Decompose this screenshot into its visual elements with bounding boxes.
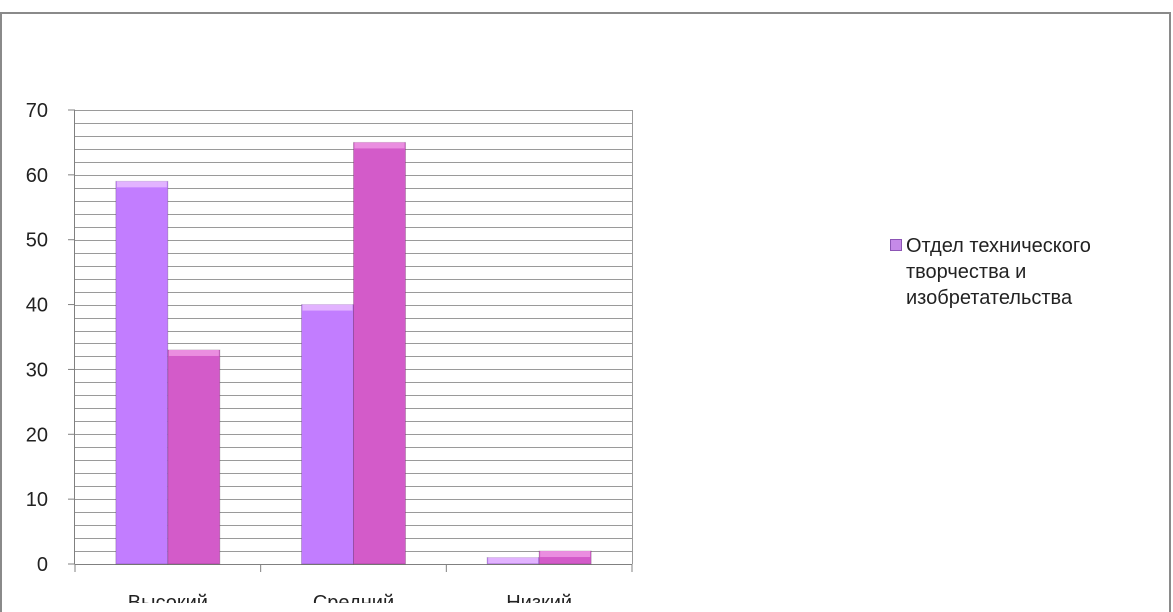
y-tick-label: 0	[37, 554, 48, 576]
bar-top-highlight	[168, 349, 219, 356]
bar-top-highlight	[302, 304, 353, 311]
bar-top-highlight	[540, 551, 591, 558]
y-tick-label: 40	[26, 295, 48, 317]
chart-frame	[0, 12, 1171, 612]
y-tick-label: 10	[26, 489, 48, 511]
bar-top-highlight	[116, 181, 167, 188]
legend-swatch	[890, 239, 902, 251]
bar	[301, 304, 354, 565]
y-tick-label: 70	[26, 100, 48, 122]
y-tick-label: 30	[26, 359, 48, 381]
bar-top-highlight	[354, 142, 405, 149]
x-tick-label: Низкий	[506, 592, 572, 603]
y-tick-label: 20	[26, 424, 48, 446]
bar-top-highlight	[488, 557, 539, 564]
legend: Отдел технического творчества и изобрета…	[890, 233, 1170, 311]
y-tick-label: 60	[26, 165, 48, 187]
y-tick-label: 50	[26, 230, 48, 252]
x-tick-label: Высокий	[128, 592, 208, 603]
bar	[115, 180, 169, 565]
bar	[167, 349, 221, 565]
bar	[353, 141, 406, 565]
x-tick-label: Средний	[313, 592, 394, 603]
legend-label: Отдел технического творчества и изобрета…	[906, 235, 1091, 309]
